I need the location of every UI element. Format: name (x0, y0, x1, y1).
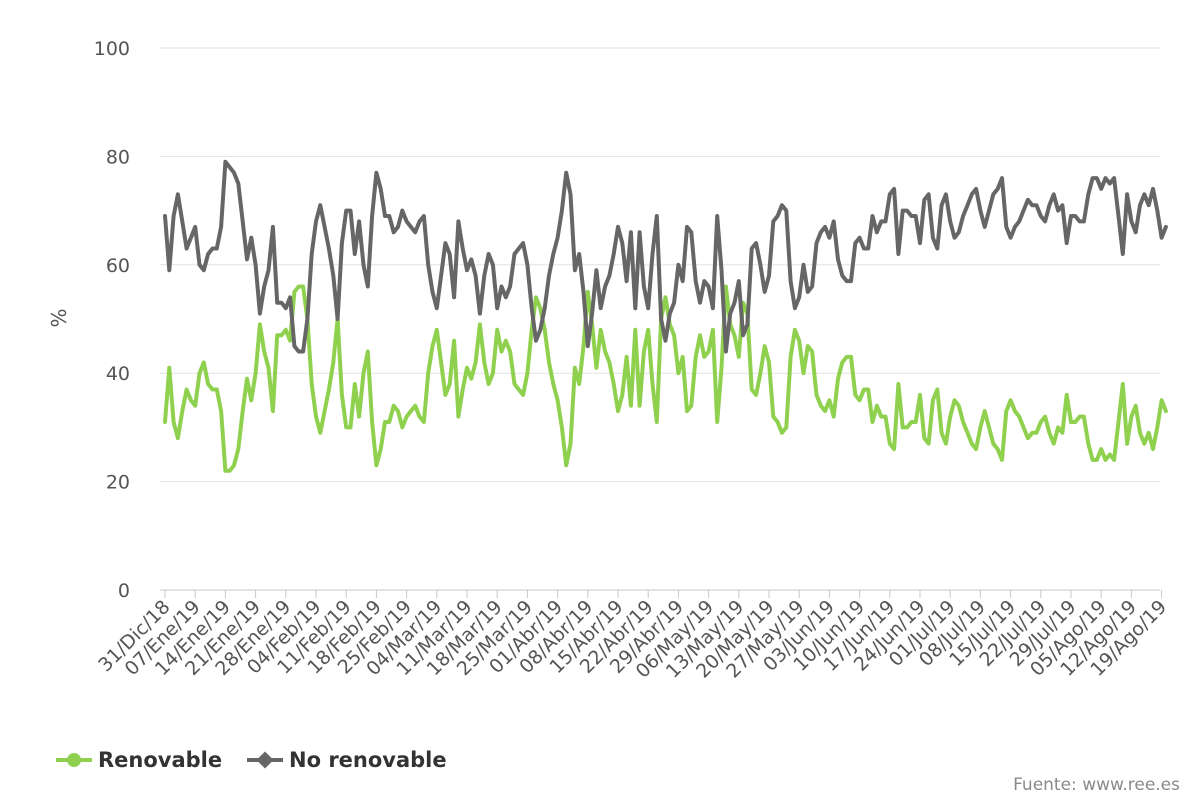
legend[interactable]: Renovable No renovable (56, 748, 447, 772)
y-tick-label: 40 (106, 363, 130, 385)
x-axis-ticks: 31/Dic/1807/Ene/1914/Ene/1921/Ene/1928/E… (94, 590, 1171, 683)
y-tick-label: 60 (106, 255, 130, 277)
y-tick-label: 80 (106, 146, 130, 168)
series-line-no-renovable[interactable] (163, 159, 1168, 354)
legend-marker-no-renovable (256, 751, 274, 769)
legend-marker-renovable (67, 753, 81, 767)
y-axis-ticks: 0 20 40 60 80 100 (94, 38, 130, 602)
y-tick-label: 100 (94, 38, 130, 60)
y-tick-label: 20 (106, 472, 130, 494)
y-axis-label: % (47, 308, 71, 327)
source-credit: Fuente: www.ree.es (1013, 775, 1180, 795)
y-tick-label: 0 (118, 580, 130, 602)
series-lines (163, 159, 1168, 473)
legend-item-renovable[interactable]: Renovable (56, 748, 222, 772)
legend-label-no-renovable: No renovable (289, 748, 447, 772)
legend-label-renovable: Renovable (98, 748, 222, 772)
legend-item-no-renovable[interactable]: No renovable (247, 748, 447, 772)
series-line-renovable[interactable] (163, 284, 1168, 473)
